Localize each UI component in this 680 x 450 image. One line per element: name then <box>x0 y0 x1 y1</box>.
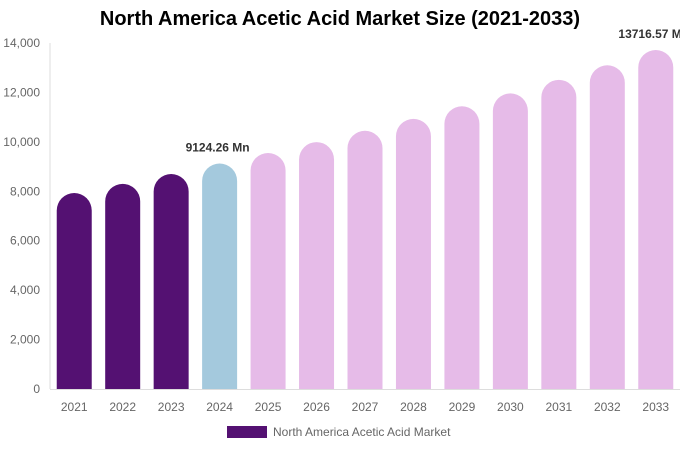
bar-2027 <box>347 130 383 389</box>
x-tick-label: 2029 <box>449 400 476 414</box>
x-tick-label: 2033 <box>642 400 669 414</box>
chart-title: North America Acetic Acid Market Size (2… <box>99 8 581 30</box>
bar-2028 <box>395 118 431 389</box>
y-tick-label: 2,000 <box>10 333 40 347</box>
y-tick-label: 8,000 <box>10 184 40 198</box>
y-tick-label: 14,000 <box>3 36 40 50</box>
legend-swatch <box>227 426 267 438</box>
x-tick-label: 2032 <box>594 400 621 414</box>
x-tick-label: 2028 <box>400 400 427 414</box>
bar-2024 <box>202 163 238 389</box>
x-tick-label: 2026 <box>303 400 330 414</box>
x-tick-label: 2021 <box>61 400 88 414</box>
y-tick-label: 4,000 <box>10 283 40 297</box>
y-tick-label: 12,000 <box>3 85 40 99</box>
data-label: 13716.57 Mn <box>618 27 680 41</box>
x-tick-label: 2025 <box>255 400 282 414</box>
bar-2022 <box>105 183 141 389</box>
x-tick-label: 2030 <box>497 400 524 414</box>
bar-2033 <box>638 50 674 390</box>
x-tick-label: 2024 <box>206 400 233 414</box>
bar-2026 <box>299 142 335 389</box>
y-tick-label: 0 <box>33 382 40 396</box>
bar-2032 <box>589 65 625 389</box>
x-tick-label: 2031 <box>545 400 572 414</box>
bar-2025 <box>250 152 286 389</box>
bar-2021 <box>56 193 92 389</box>
legend: North America Acetic Acid Market <box>227 425 450 439</box>
bar-2031 <box>541 79 577 390</box>
legend-label: North America Acetic Acid Market <box>273 425 451 439</box>
x-tick-label: 2023 <box>158 400 185 414</box>
bar-2030 <box>492 93 528 390</box>
data-label: 9124.26 Mn <box>186 141 250 155</box>
bar-2023 <box>153 173 189 389</box>
y-tick-label: 6,000 <box>10 234 40 248</box>
bar-2029 <box>444 106 480 390</box>
x-tick-label: 2022 <box>109 400 136 414</box>
y-tick-label: 10,000 <box>3 135 40 149</box>
x-tick-label: 2027 <box>352 400 379 414</box>
